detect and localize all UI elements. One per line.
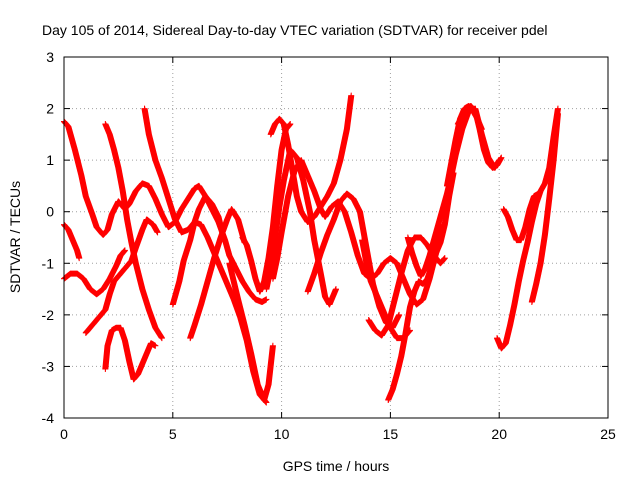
series-track-9 [187, 206, 248, 342]
x-tick-label: 15 [383, 426, 399, 442]
y-tick-label: 0 [46, 204, 54, 220]
series-marks [61, 92, 561, 406]
series-track-5 [102, 324, 159, 383]
x-axis-title: GPS time / hours [283, 458, 390, 474]
y-tick-label: -1 [42, 255, 55, 271]
x-tick-label: 0 [60, 426, 68, 442]
chart-title: Day 105 of 2014, Sidereal Day-to-day VTE… [42, 22, 548, 38]
y-tick-label: 1 [46, 152, 54, 168]
series-track-16 [359, 237, 413, 342]
y-tick-label: 3 [46, 49, 54, 65]
series-track-6 [102, 121, 165, 342]
series-track-3 [61, 247, 128, 298]
x-tick-label: 10 [274, 426, 290, 442]
series-track-14 [263, 146, 339, 308]
x-tick-label: 20 [491, 426, 507, 442]
series-track-21 [454, 102, 505, 171]
y-tick-label: -3 [42, 358, 55, 374]
x-tick-label: 25 [600, 426, 616, 442]
series-track-1 [61, 118, 270, 305]
axis-tick-labels: 0 5 10 15 20 25 -4 -3 -2 -1 0 1 2 3 [42, 49, 616, 442]
x-tick-label: 5 [169, 426, 177, 442]
y-tick-label: -2 [42, 307, 55, 323]
y-tick-label: -4 [42, 410, 55, 426]
y-axis-title: SDTVAR / TECUs [7, 181, 23, 293]
series-track-24 [528, 110, 561, 305]
series-track-10 [226, 260, 276, 403]
plot-frame [63, 56, 609, 419]
axis-ticks [63, 56, 609, 419]
y-tick-label: 2 [46, 101, 54, 117]
series-track-8 [169, 193, 226, 308]
series-track-18 [385, 170, 457, 403]
series-track-23 [500, 190, 542, 244]
series-track-19 [404, 105, 503, 280]
series-track-11 [239, 121, 294, 295]
